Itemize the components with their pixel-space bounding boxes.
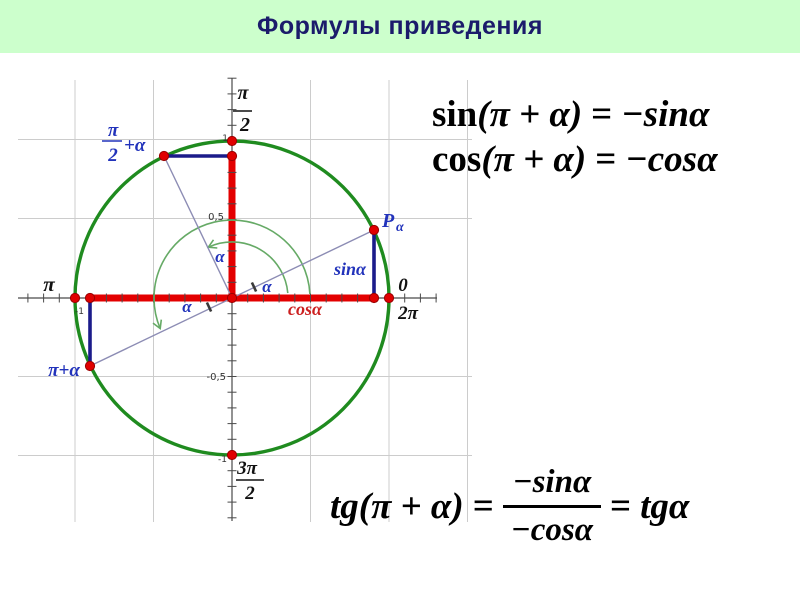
formula-tg-arg: (π + α) <box>358 485 464 527</box>
formula-cos-fn: cos <box>432 139 482 180</box>
label-alpha: α <box>215 247 225 266</box>
fraction-denominator: −cosα <box>510 511 594 548</box>
label-three-pi-half-num: 3π <box>236 458 258 479</box>
label-neg-one: -1 <box>218 455 227 465</box>
formula-sin-eq: = <box>591 94 613 135</box>
formula-tg-eq2: = <box>610 485 632 527</box>
formula-cos-eq: = <box>595 139 617 180</box>
label-pi-half-den: 2 <box>239 114 250 136</box>
slide-title: Формулы приведения <box>257 12 543 40</box>
label-pi-half-num: π <box>238 82 250 104</box>
axis-ticks <box>27 77 437 519</box>
rotation-arc-inner <box>207 241 289 294</box>
label-three-pi-half-den: 2 <box>244 483 255 504</box>
label-alpha: α <box>262 277 272 296</box>
label-pi-plus-alpha: π+α <box>48 360 80 381</box>
terminal-ray-pi-half-plus-alpha <box>163 155 233 299</box>
diagram-labels: π 2 π 2 +α π 0 2π 3π 2 π+α P α sinα cosα <box>43 82 418 504</box>
label-half: 0,5 <box>208 212 224 223</box>
ray-hash-mark <box>250 281 258 293</box>
label-pi-half-plus-alpha-suffix: +α <box>124 135 146 156</box>
label-neg-half: -0,5 <box>206 372 226 383</box>
formula-tg-fn: tg <box>330 485 359 527</box>
label-point-p-sub: α <box>396 220 404 235</box>
formula-tg-eq: = <box>472 485 494 527</box>
label-pi-half-plus-alpha-num: π <box>108 120 119 141</box>
label-point-p: P <box>381 210 395 232</box>
fraction-numerator: −sinα <box>502 462 602 508</box>
label-sin-alpha: sinα <box>333 259 367 279</box>
arc-arrowhead-icon <box>152 319 163 330</box>
formula-sin: sin(π + α) = −sinα <box>432 92 718 137</box>
title-bar: Формулы приведения <box>0 0 800 53</box>
formula-cos-rhs: −cosα <box>625 139 718 180</box>
label-pi: π <box>43 272 55 296</box>
formula-cos-arg: (π + α) <box>481 139 587 180</box>
label-one: 1 <box>222 134 228 144</box>
fraction: −sinα −cosα <box>502 462 602 551</box>
formula-block-top: sin(π + α) = −sinα cos(π + α) = −cosα <box>432 92 718 182</box>
formula-sin-rhs: −sinα <box>621 94 710 135</box>
formula-tg: tg (π + α) = −sinα −cosα = tgα <box>330 458 689 554</box>
formula-sin-arg: (π + α) <box>477 94 583 135</box>
label-neg-one: -1 <box>75 307 84 317</box>
circle-points <box>69 135 395 461</box>
formula-sin-fn: sin <box>432 94 478 135</box>
label-two-pi: 2π <box>397 303 419 324</box>
unit-circle-diagram: π 2 π 2 +α π 0 2π 3π 2 π+α P α sinα cosα <box>18 77 472 522</box>
label-pi-half-plus-alpha-den: 2 <box>107 145 118 166</box>
formula-cos: cos(π + α) = −cosα <box>432 137 718 182</box>
formula-tg-rhs: tgα <box>640 485 690 527</box>
label-cos-alpha: cosα <box>288 299 323 319</box>
label-zero: 0 <box>398 275 408 296</box>
ray-hash-mark <box>205 301 213 313</box>
rotation-arc-outer <box>153 219 311 329</box>
label-alpha: α <box>182 297 192 316</box>
